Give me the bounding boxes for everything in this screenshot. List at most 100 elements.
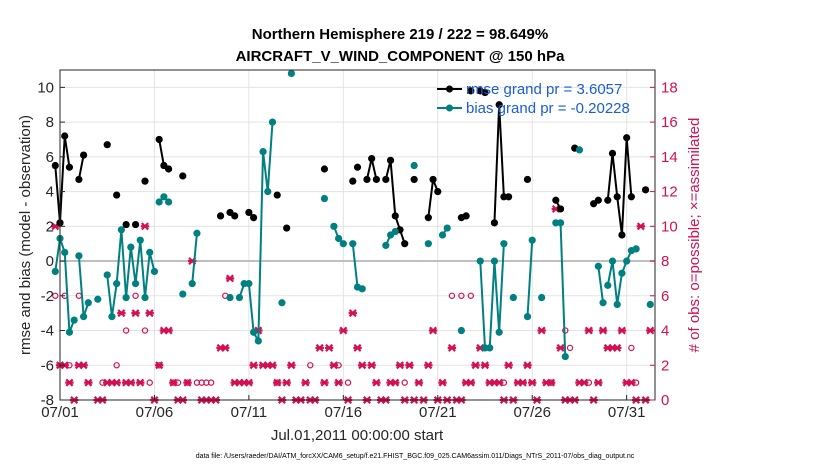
x-axis-label: Jul.01,2011 00:00:00 start: [271, 427, 444, 444]
y-tick-label: 10: [37, 79, 54, 96]
y-tick-label-right: 14: [661, 149, 678, 166]
bias-point: [500, 240, 508, 248]
obs-assimilated-marker: [320, 378, 329, 387]
obs-assimilated-marker: [126, 378, 136, 387]
bias-point: [495, 328, 503, 336]
obs-assimilated-marker: [367, 361, 376, 370]
rmse-point: [618, 231, 626, 239]
rmse-point: [353, 163, 362, 171]
rmse-point: [410, 175, 418, 184]
bias-line: [191, 233, 198, 284]
obs-assimilated-marker: [523, 361, 532, 370]
rmse-line: [606, 137, 633, 236]
bias-point: [613, 300, 621, 309]
obs-assimilated-marker: [348, 309, 357, 318]
bias-point: [632, 245, 640, 253]
obs-assimilated-marker: [480, 361, 490, 370]
bias-point: [339, 240, 347, 248]
plot-frame: [59, 69, 656, 401]
bias-point: [509, 293, 517, 302]
obs-possible-marker: [207, 379, 215, 386]
rmse-point: [372, 175, 380, 184]
rmse-point: [122, 220, 130, 229]
bias-point: [122, 293, 130, 302]
y-tick-label-right: 16: [661, 114, 678, 131]
obs-assimilated-marker: [518, 378, 527, 387]
bias-point: [575, 146, 584, 154]
obs-assimilated-marker: [169, 378, 178, 387]
y-axis-label-right: # of obs: o=possible; ×=assimilated: [686, 118, 703, 353]
bias-point: [528, 236, 536, 244]
legend: rmse grand pr = 3.6057 bias grand pr = -…: [437, 81, 630, 117]
rmse-point: [462, 212, 470, 220]
bias-point: [382, 241, 390, 250]
rmse-point: [368, 154, 376, 163]
bias-point: [226, 293, 234, 302]
y-tick-label-right: 4: [661, 323, 669, 340]
bias-point: [490, 257, 499, 265]
bias-point: [259, 148, 267, 156]
obs-assimilated-marker: [447, 343, 457, 352]
obs-possible-marker: [628, 344, 635, 352]
obs-assimilated-marker: [556, 343, 565, 352]
obs-assimilated-marker: [395, 361, 405, 370]
bias-point: [486, 344, 494, 352]
rmse-point: [556, 205, 565, 213]
rmse-point: [552, 196, 560, 204]
y-ticks-left: -8 -6 -4 -2 0 2 4 6 8 10: [37, 79, 65, 409]
bias-point: [103, 271, 111, 279]
chart-title-line2: AIRCRAFT_V_WIND_COMPONENT @ 150 hPa: [236, 48, 566, 65]
bias-point: [538, 293, 546, 302]
obs-assimilated-marker: [183, 378, 192, 387]
chart-title-line1: Northern Hemisphere 219 / 222 = 98.649%: [252, 26, 548, 43]
rmse-point: [505, 193, 513, 201]
obs-possible-marker: [467, 292, 475, 299]
obs-assimilated-marker: [164, 326, 173, 335]
rmse-point: [51, 161, 59, 170]
bias-point: [349, 240, 357, 248]
bias-point: [113, 280, 121, 288]
obs-assimilated-marker: [244, 378, 254, 387]
bias-point: [150, 267, 159, 276]
obs-assimilated-marker: [334, 378, 343, 387]
rmse-point: [608, 149, 617, 157]
rmse-line: [77, 154, 85, 180]
bias-point: [264, 187, 272, 196]
rmse-point: [113, 191, 121, 199]
obs-assimilated-marker: [598, 326, 608, 335]
obs-assimilated-marker: [428, 326, 438, 335]
rmse-point: [141, 177, 149, 185]
bias-point: [75, 252, 83, 260]
bias-point: [618, 269, 626, 277]
bias-point: [250, 328, 258, 336]
y-tick-label: 6: [46, 149, 54, 166]
x-ticks: 07/01 07/06 07/11 07/16 07/21 07/26 07/31: [41, 395, 645, 421]
obs-assimilated-marker: [424, 361, 433, 370]
y-tick-label: -8: [41, 392, 54, 409]
bias-point: [235, 293, 244, 302]
obs-assimilated-marker: [613, 343, 622, 352]
obs-assimilated-marker: [636, 222, 646, 231]
legend-bias-label: bias grand pr = -0.20228: [466, 100, 630, 117]
bias-line: [479, 243, 505, 349]
rmse-point: [250, 214, 258, 222]
obs-assimilated-marker: [617, 326, 627, 335]
rmse-point: [627, 193, 635, 201]
bias-point: [358, 285, 366, 293]
obs-count-markers: [51, 204, 655, 404]
y-tick-label-right: 18: [661, 79, 678, 96]
x-tick-label: 07/31: [608, 404, 646, 421]
footer-data-file: data file: /Users/raeder/DAI/ATM_forcXX/…: [196, 453, 635, 460]
rmse-point: [604, 196, 612, 204]
obs-assimilated-marker: [358, 361, 367, 370]
obs-assimilated-marker: [225, 274, 235, 283]
obs-assimilated-marker: [117, 309, 126, 318]
obs-assimilated-marker: [112, 378, 121, 387]
y-tick-label-right: 10: [661, 218, 678, 235]
bias-point: [320, 194, 329, 203]
y-tick-label-right: 2: [661, 357, 669, 374]
obs-assimilated-marker: [136, 378, 145, 387]
obs-assimilated-marker: [353, 343, 362, 352]
obs-possible-marker: [198, 379, 205, 386]
y-axis-label: rmse and bias (model - observation): [17, 115, 34, 355]
